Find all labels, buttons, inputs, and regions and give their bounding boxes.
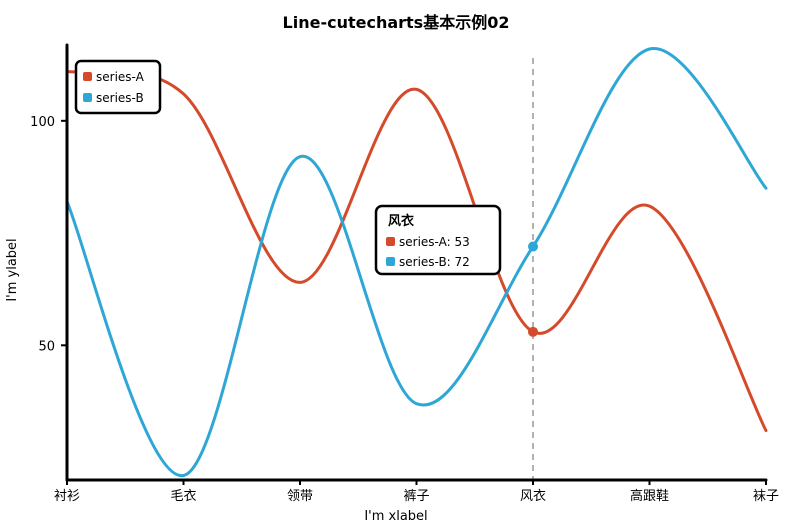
x-tick-label: 毛衣 <box>170 488 196 504</box>
hover-point-series-A[interactable] <box>528 326 538 337</box>
legend-item-series-B[interactable]: series-B <box>96 91 144 105</box>
axes <box>61 43 768 485</box>
y-tick-label: 50 <box>38 339 55 354</box>
x-tick-label: 风衣 <box>520 488 546 504</box>
tooltip-box <box>374 204 502 276</box>
tooltip-item: series-B: 72 <box>399 255 470 269</box>
x-tick-label: 高跟鞋 <box>630 488 669 504</box>
chart-title: Line-cutecharts基本示例02 <box>283 13 510 32</box>
x-axis-label: I'm xlabel <box>364 509 427 524</box>
tooltip-title: 风衣 <box>388 213 414 229</box>
series-lines <box>65 47 768 478</box>
tooltip-item: series-A: 53 <box>399 235 470 249</box>
series-line-series-B <box>65 47 768 478</box>
legend: series-A series-B <box>74 59 162 115</box>
x-tick-label: 领带 <box>287 489 313 504</box>
hover-point-series-B[interactable] <box>528 241 538 252</box>
y-axis-label: I'm ylabel <box>5 238 20 301</box>
legend-item-series-A[interactable]: series-A <box>96 70 145 84</box>
legend-swatch-series-A <box>83 72 92 81</box>
y-tick-label: 100 <box>30 115 55 130</box>
legend-box <box>74 59 162 115</box>
tooltip: 风衣 series-A: 53 series-B: 72 <box>374 204 502 276</box>
x-tick-label: 裤子 <box>403 489 429 504</box>
hover-markers <box>528 241 538 337</box>
tooltip-swatch <box>386 257 395 266</box>
x-tick-label: 袜子 <box>753 489 779 504</box>
legend-swatch-series-B <box>83 93 92 102</box>
tooltip-swatch <box>386 237 395 246</box>
x-tick-label: 衬衫 <box>54 489 80 504</box>
series-line-series-A <box>65 69 768 433</box>
